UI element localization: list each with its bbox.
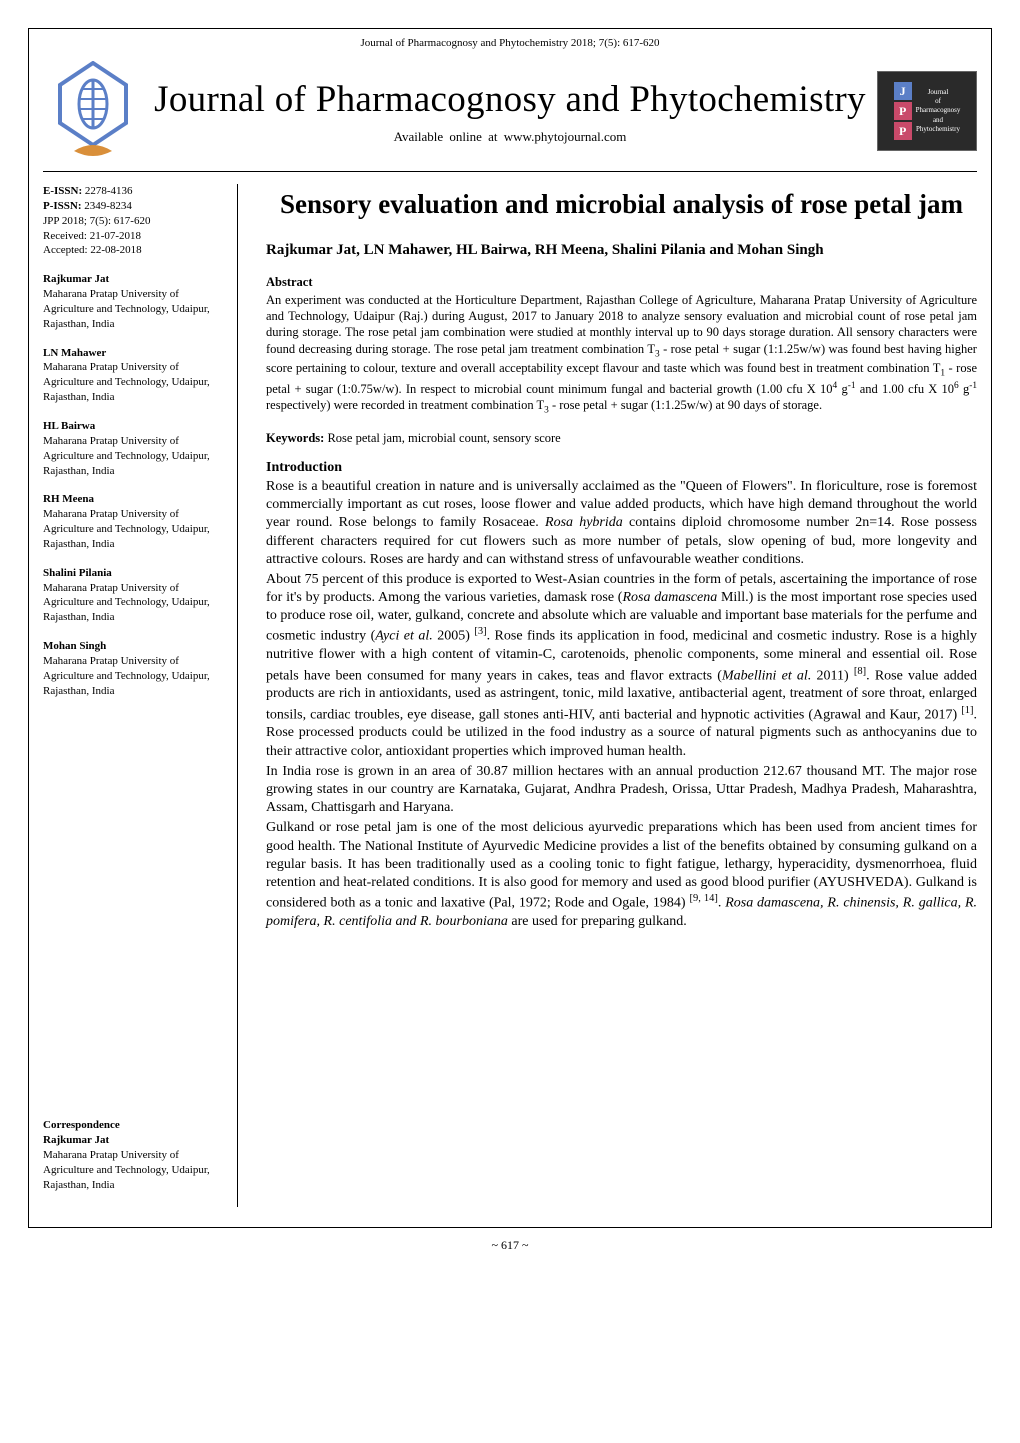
running-header: Journal of Pharmacognosy and Phytochemis… [29, 29, 991, 55]
article-title: Sensory evaluation and microbial analysi… [266, 188, 977, 222]
sidebar: E-ISSN: 2278-4136 P-ISSN: 2349-8234 JPP … [43, 184, 238, 1207]
author-block: Rajkumar Jat Maharana Pratap University … [43, 272, 223, 331]
badge-letter: P [894, 102, 912, 120]
journal-title: Journal of Pharmacognosy and Phytochemis… [143, 78, 877, 121]
cover-badge: J P P Journal of Pharmacognosy and Phyto… [877, 71, 977, 151]
abstract-heading: Abstract [266, 275, 977, 290]
available-online: Available online at www.phytojournal.com [143, 129, 877, 145]
author-block: LN Mahawer Maharana Pratap University of… [43, 346, 223, 405]
authors-line: Rajkumar Jat, LN Mahawer, HL Bairwa, RH … [266, 242, 977, 259]
author-block: HL Bairwa Maharana Pratap University of … [43, 419, 223, 478]
intro-para: Rose is a beautiful creation in nature a… [266, 478, 977, 569]
intro-text: Rose is a beautiful creation in nature a… [266, 478, 977, 931]
intro-para: In India rose is grown in an area of 30.… [266, 763, 977, 818]
author-block: Mohan Singh Maharana Pratap University o… [43, 639, 223, 698]
keywords-line: Keywords: Rose petal jam, microbial coun… [266, 431, 977, 446]
badge-letters: J P P [894, 82, 912, 140]
title-block: Journal of Pharmacognosy and Phytochemis… [143, 78, 877, 145]
main-content: Sensory evaluation and microbial analysi… [238, 184, 977, 1207]
author-block: RH Meena Maharana Pratap University of A… [43, 492, 223, 551]
badge-letter: J [894, 82, 912, 100]
badge-letter: P [894, 122, 912, 140]
intro-para: About 75 percent of this produce is expo… [266, 571, 977, 761]
page-number: ~ 617 ~ [0, 1228, 1020, 1259]
intro-heading: Introduction [266, 460, 977, 476]
badge-text: Journal of Pharmacognosy and Phytochemis… [916, 88, 961, 133]
correspondence-block: Correspondence Rajkumar Jat Maharana Pra… [43, 1118, 223, 1192]
header-row: Journal of Pharmacognosy and Phytochemis… [29, 55, 991, 171]
journal-logo [43, 61, 143, 161]
content-row: E-ISSN: 2278-4136 P-ISSN: 2349-8234 JPP … [29, 172, 991, 1227]
page-frame: Journal of Pharmacognosy and Phytochemis… [28, 28, 992, 1228]
intro-para: Gulkand or rose petal jam is one of the … [266, 819, 977, 931]
abstract-text: An experiment was conducted at the Horti… [266, 292, 977, 417]
meta-block: E-ISSN: 2278-4136 P-ISSN: 2349-8234 JPP … [43, 184, 223, 258]
author-block: Shalini Pilania Maharana Pratap Universi… [43, 566, 223, 625]
logo-svg [54, 61, 132, 161]
